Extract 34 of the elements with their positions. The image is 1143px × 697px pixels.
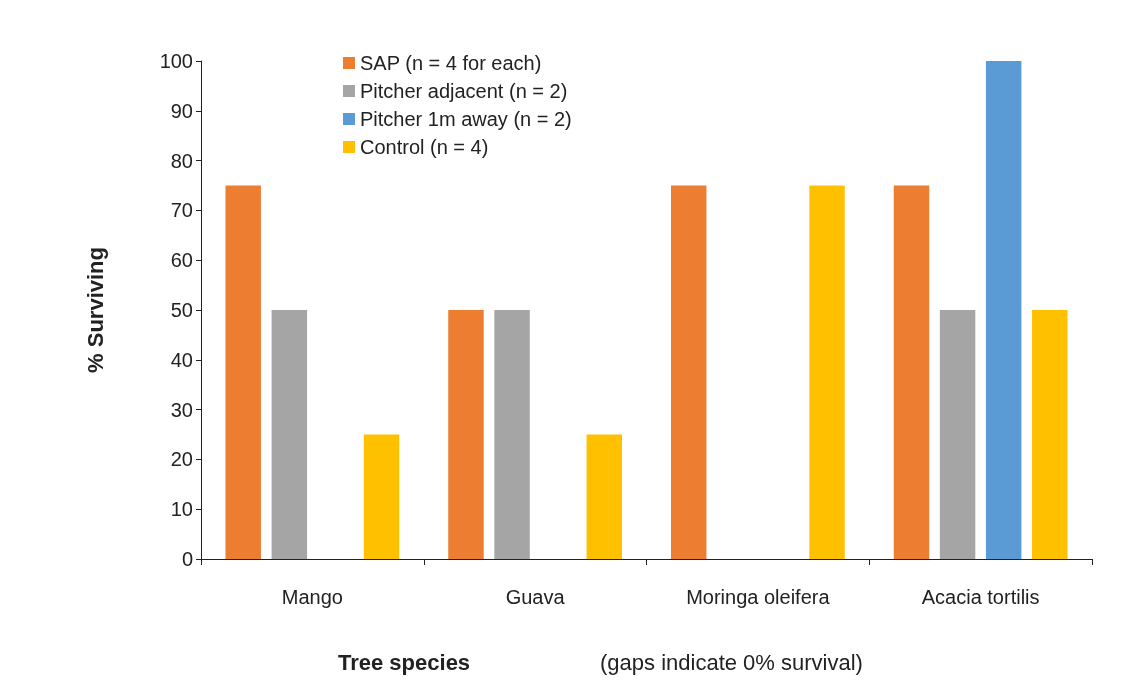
- y-tick-label: 10: [170, 498, 193, 521]
- text: (gaps indicate 0% survival): [600, 649, 863, 675]
- legend-label: Control (n = 4): [360, 136, 489, 158]
- y-tick-label: 0: [181, 548, 193, 570]
- bar: [271, 310, 308, 559]
- bar: [985, 61, 1022, 559]
- x-tick-label: Mango: [281, 586, 343, 608]
- y-tick-label: 100: [159, 50, 193, 72]
- y-tick-label: 40: [170, 348, 193, 371]
- y-tick-label: 60: [170, 249, 193, 272]
- bar: [225, 185, 261, 559]
- bar: [1032, 310, 1068, 559]
- bar: [939, 310, 976, 559]
- x-tick-label: Moringa oleifera: [686, 586, 831, 608]
- legend-label: Pitcher 1m away (n = 2): [360, 108, 572, 130]
- bar: [671, 185, 707, 559]
- legend-label: Pitcher adjacent (n = 2): [360, 80, 568, 102]
- bar: [363, 434, 400, 559]
- bar: [893, 185, 930, 559]
- bar: [448, 310, 484, 559]
- y-tick-label: 30: [170, 398, 193, 421]
- legend-label: SAP (n = 4 for each): [360, 52, 542, 74]
- y-tick-label: 50: [170, 299, 193, 321]
- x-axis-title: Tree species: [338, 649, 471, 675]
- x-tick-label: Guava: [505, 586, 566, 608]
- y-tick-label: 90: [170, 99, 193, 122]
- y-tick-label: 20: [170, 448, 193, 471]
- y-tick-label: 70: [170, 199, 193, 222]
- bar: [494, 310, 530, 559]
- y-tick-label: 80: [170, 149, 193, 172]
- bar: [586, 434, 622, 559]
- x-tick-label: Acacia tortilis: [921, 586, 1040, 608]
- bar: [809, 185, 845, 559]
- y-axis-title: % Surviving: [82, 247, 108, 373]
